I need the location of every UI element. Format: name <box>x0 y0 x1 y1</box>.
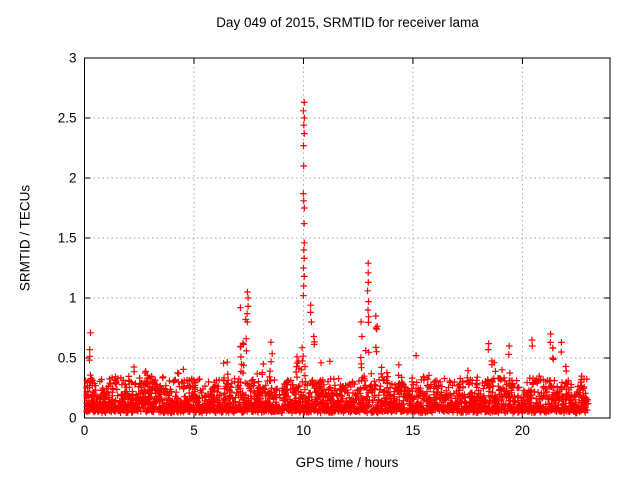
y-tick-label: 1.5 <box>58 231 77 246</box>
x-tick-label: 10 <box>296 423 311 438</box>
x-axis-title: GPS time / hours <box>295 455 399 470</box>
y-tick-label: 2 <box>69 171 77 186</box>
x-tick-label: 15 <box>405 423 420 438</box>
x-tick-label: 20 <box>515 423 530 438</box>
x-tick-label: 0 <box>81 423 89 438</box>
x-tick-label: 5 <box>190 423 198 438</box>
y-tick-label: 2.5 <box>58 111 77 126</box>
y-tick-label: 0 <box>69 411 77 426</box>
y-tick-label: 0.5 <box>58 351 77 366</box>
y-tick-label: 1 <box>69 291 77 306</box>
grid-lines <box>84 58 610 418</box>
chart-title: Day 049 of 2015, SRMTID for receiver lam… <box>216 15 479 30</box>
y-tick-label: 3 <box>69 51 77 66</box>
data-points <box>83 99 592 417</box>
